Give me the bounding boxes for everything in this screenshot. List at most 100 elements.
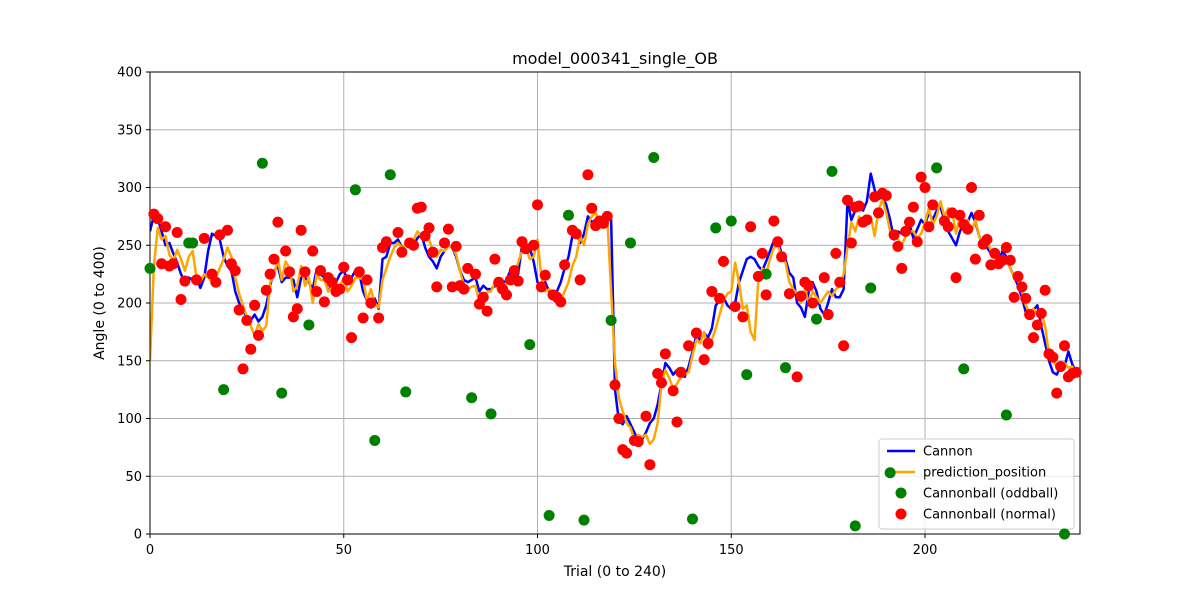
oddball-point <box>485 408 497 420</box>
normal-point <box>237 363 249 375</box>
oddball-point <box>349 184 361 196</box>
normal-point <box>450 240 462 252</box>
normal-point <box>706 285 718 297</box>
normal-point <box>191 274 202 286</box>
oddball-point <box>826 165 838 177</box>
oddball-point <box>218 384 230 396</box>
normal-point <box>1051 387 1063 399</box>
normal-point <box>842 194 853 206</box>
normal-point <box>152 213 164 225</box>
normal-point <box>834 276 846 288</box>
normal-point <box>729 300 741 312</box>
normal-point <box>752 270 764 282</box>
normal-point <box>462 262 474 274</box>
normal-point <box>822 309 834 321</box>
oddball-point <box>725 215 737 227</box>
legend-prediction-label: prediction_position <box>923 466 1046 481</box>
normal-point <box>698 354 710 366</box>
normal-point <box>981 233 993 245</box>
y-tick-label: 50 <box>125 470 142 485</box>
oddball-point <box>710 222 722 234</box>
oddball-point <box>578 514 590 526</box>
normal-point <box>818 272 830 284</box>
normal-point <box>570 228 582 240</box>
normal-point <box>535 281 547 293</box>
x-tick-label: 100 <box>525 543 550 558</box>
normal-point <box>396 246 408 258</box>
normal-point <box>1028 332 1039 344</box>
normal-point <box>477 291 489 303</box>
normal-point <box>586 202 598 214</box>
normal-point <box>791 371 803 383</box>
normal-point <box>1031 319 1043 331</box>
oddball-point <box>625 237 636 249</box>
normal-point <box>1047 351 1059 363</box>
x-tick-label: 200 <box>913 543 938 558</box>
normal-point <box>873 207 884 219</box>
oddball-point <box>276 387 288 399</box>
oddball-point <box>741 369 753 381</box>
normal-point <box>927 199 939 211</box>
normal-point <box>574 274 586 286</box>
normal-point <box>632 436 644 448</box>
normal-point <box>171 227 183 239</box>
normal-point <box>973 209 985 221</box>
oddball-point <box>1059 528 1070 540</box>
legend-oddball-label: Cannonball (oddball) <box>923 487 1058 502</box>
normal-point <box>334 283 346 295</box>
normal-point <box>532 199 543 211</box>
normal-point <box>272 216 284 228</box>
normal-point <box>795 290 807 302</box>
normal-point <box>501 289 512 301</box>
oddball-point <box>466 392 478 404</box>
normal-point <box>210 276 222 288</box>
normal-point <box>768 215 780 227</box>
normal-point <box>392 227 404 239</box>
normal-point <box>264 268 276 280</box>
normal-point <box>954 209 966 221</box>
y-tick-label: 350 <box>117 123 142 138</box>
normal-point <box>167 258 179 270</box>
normal-point <box>280 245 292 257</box>
normal-point <box>326 276 338 288</box>
normal-point <box>338 261 350 273</box>
oddball-point <box>958 363 970 375</box>
normal-point <box>656 377 667 389</box>
normal-point <box>671 416 683 428</box>
normal-point <box>690 327 702 339</box>
axis-ticks: 0 50 100 150 200 0 50 100 150 200 250 300 350 400 <box>117 66 937 559</box>
legend-cannon-label: Cannon <box>923 445 973 460</box>
normal-point <box>353 266 365 278</box>
y-tick-label: 200 <box>117 297 142 312</box>
legend-oddball-swatch <box>895 487 907 499</box>
normal-point <box>962 223 974 235</box>
y-tick-label: 400 <box>117 66 142 81</box>
normal-point <box>175 294 187 306</box>
normal-point <box>489 253 501 265</box>
normal-point <box>470 268 481 280</box>
normal-point <box>357 312 369 324</box>
normal-point <box>361 274 373 286</box>
normal-point <box>675 366 687 378</box>
normal-point <box>1059 340 1070 352</box>
normal-point <box>845 237 857 249</box>
normal-point <box>241 314 253 326</box>
normal-point <box>737 311 749 323</box>
legend-box <box>878 438 1075 530</box>
x-tick-label: 0 <box>146 543 154 558</box>
normal-point <box>838 340 850 352</box>
normal-point <box>900 225 912 237</box>
normal-point <box>896 262 908 274</box>
normal-point <box>1055 361 1067 373</box>
normal-point <box>442 223 454 235</box>
normal-point <box>853 200 865 212</box>
normal-point <box>249 299 261 311</box>
normal-point <box>652 367 664 379</box>
normal-point <box>659 348 671 360</box>
oddball-point <box>1000 409 1012 421</box>
normal-point <box>997 254 1008 266</box>
normal-point <box>307 245 319 257</box>
normal-point <box>861 214 873 226</box>
normal-point <box>1012 270 1024 282</box>
